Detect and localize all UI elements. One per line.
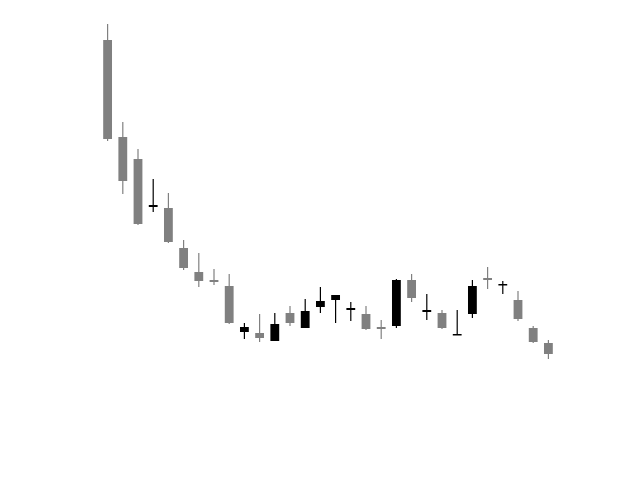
candle-body-27 [498,284,508,286]
candle-body-21 [407,280,417,298]
candle-body-7 [194,272,204,281]
candle-body-26 [483,278,493,280]
candles-group [103,24,553,359]
candle-body-4 [148,205,158,207]
candle-body-29 [528,328,538,342]
candle-body-25 [467,286,477,314]
candle-body-11 [255,333,265,338]
candle-body-6 [179,248,189,268]
candle-body-9 [224,286,234,323]
candle-body-30 [543,343,553,354]
candle-body-16 [331,295,341,300]
candle-body-15 [315,301,325,307]
candle-body-18 [361,314,371,329]
candle-body-1 [103,40,113,139]
candle-body-17 [346,308,356,310]
candle-body-24 [452,334,462,336]
candle-body-14 [300,311,310,328]
candle-body-8 [209,280,219,282]
candle-body-20 [391,280,401,326]
candle-body-12 [270,324,280,341]
candle-body-13 [285,313,295,323]
candle-body-3 [133,159,143,224]
candle-body-22 [422,310,432,312]
candle-body-10 [239,327,249,332]
candle-body-28 [513,300,523,319]
candle-body-19 [376,327,386,329]
candle-body-23 [437,313,447,328]
candle-body-2 [118,137,128,181]
candle-body-5 [163,208,173,242]
